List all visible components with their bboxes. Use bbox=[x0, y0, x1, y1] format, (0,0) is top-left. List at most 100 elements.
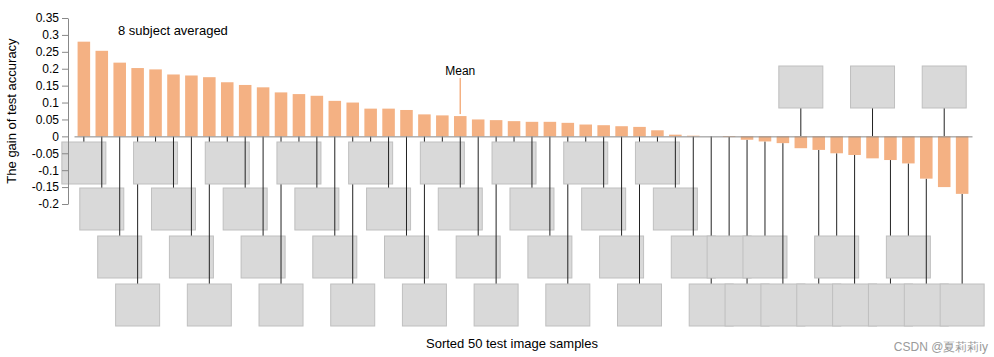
bar bbox=[920, 136, 933, 178]
bar bbox=[795, 136, 808, 148]
bar bbox=[167, 74, 180, 136]
bar bbox=[382, 109, 395, 137]
leader-line bbox=[316, 136, 317, 188]
y-tick: 0.2 bbox=[42, 62, 68, 76]
y-tick-mark bbox=[62, 18, 68, 19]
leader-line bbox=[191, 136, 192, 236]
leader-line bbox=[782, 143, 783, 284]
thumbnail bbox=[474, 284, 518, 326]
thumbnail bbox=[743, 236, 787, 278]
bar bbox=[113, 63, 126, 137]
bar bbox=[579, 125, 592, 137]
y-tick: -0.2 bbox=[38, 197, 68, 211]
thumbnails bbox=[62, 66, 984, 326]
bar bbox=[275, 92, 288, 136]
y-tick-mark bbox=[62, 86, 68, 87]
thumbnail bbox=[510, 188, 554, 230]
y-axis-line bbox=[68, 19, 69, 205]
y-tick: -0.1 bbox=[38, 164, 68, 178]
thumbnail bbox=[779, 66, 823, 108]
leader-line bbox=[263, 136, 264, 236]
bar bbox=[311, 96, 324, 137]
bar bbox=[400, 110, 413, 136]
x-axis bbox=[75, 136, 973, 138]
y-tick-label: 0.35 bbox=[36, 11, 60, 25]
leader-line bbox=[908, 163, 909, 236]
chart: -0.2 -0.15 -0.1 -0.05 0 0.05 0.1 0.15 0.2 0.25 0.3… bbox=[0, 0, 994, 357]
leader-line bbox=[119, 136, 120, 236]
thumbnail bbox=[851, 66, 895, 108]
thumbnail bbox=[331, 284, 375, 326]
bar bbox=[597, 125, 610, 136]
watermark: CSDN @夏莉莉iy bbox=[894, 340, 988, 354]
y-tick: 0.15 bbox=[36, 79, 68, 93]
y-axis: -0.2 -0.15 -0.1 -0.05 0 0.05 0.1 0.15 0.2 0.25 0.3… bbox=[32, 11, 69, 211]
leader-line bbox=[764, 141, 765, 236]
y-tick: 0 bbox=[52, 130, 68, 144]
mean-label: Mean bbox=[445, 64, 475, 78]
leader-line bbox=[944, 108, 945, 136]
thumbnail bbox=[582, 188, 626, 230]
bar bbox=[131, 68, 144, 136]
leader-line bbox=[478, 136, 479, 236]
leader-line bbox=[101, 136, 102, 188]
thumbnail bbox=[151, 188, 195, 230]
leader-line bbox=[872, 108, 873, 136]
thumbnail bbox=[384, 236, 428, 278]
y-tick-mark bbox=[62, 136, 68, 137]
leader-line bbox=[388, 136, 389, 188]
bar bbox=[866, 136, 879, 158]
bar bbox=[938, 136, 951, 187]
y-tick-label: -0.1 bbox=[38, 164, 59, 178]
thumbnail bbox=[169, 236, 213, 278]
thumbnail bbox=[564, 142, 608, 184]
bar bbox=[454, 116, 467, 136]
bar bbox=[203, 77, 216, 136]
leader-line bbox=[693, 136, 694, 236]
y-tick: 0.25 bbox=[36, 45, 68, 59]
bar bbox=[526, 122, 539, 137]
thumbnail bbox=[420, 142, 464, 184]
leader-line bbox=[245, 136, 246, 188]
bar bbox=[812, 136, 825, 150]
thumbnail bbox=[815, 236, 859, 278]
bar bbox=[562, 123, 575, 137]
bar bbox=[96, 51, 109, 137]
y-tick: 0.05 bbox=[36, 113, 68, 127]
thumbnail bbox=[456, 236, 500, 278]
thumbnail bbox=[635, 142, 679, 184]
thumbnail bbox=[618, 284, 662, 326]
leader-line bbox=[962, 194, 963, 284]
bar bbox=[956, 136, 969, 193]
x-axis-title: Sorted 50 test image samples bbox=[426, 336, 598, 351]
thumbnail bbox=[653, 188, 697, 230]
leader-line bbox=[800, 108, 801, 136]
bar bbox=[615, 126, 628, 136]
leader-line bbox=[173, 136, 174, 188]
y-tick-mark bbox=[62, 119, 68, 120]
bar bbox=[149, 69, 162, 136]
y-tick: -0.15 bbox=[32, 180, 68, 194]
bar bbox=[185, 75, 198, 136]
y-tick-label: 0.25 bbox=[36, 45, 60, 59]
thumbnail bbox=[223, 188, 267, 230]
thumbnail bbox=[886, 236, 930, 278]
thumbnail bbox=[80, 188, 124, 230]
y-tick-mark bbox=[62, 187, 68, 188]
thumbnail bbox=[98, 236, 142, 278]
leader-line bbox=[621, 136, 622, 236]
y-tick-mark bbox=[62, 153, 68, 154]
bar bbox=[490, 120, 503, 136]
y-tick-label: 0.3 bbox=[42, 28, 59, 42]
y-tick-label: 0 bbox=[52, 130, 59, 144]
bar bbox=[830, 136, 843, 153]
y-tick: 0.35 bbox=[36, 11, 68, 25]
y-tick-mark bbox=[62, 170, 68, 171]
thumbnail bbox=[313, 236, 357, 278]
leader-line bbox=[926, 179, 927, 284]
y-tick: 0.1 bbox=[42, 96, 68, 110]
bar bbox=[902, 136, 915, 163]
thumbnail bbox=[922, 66, 966, 108]
y-tick: -0.05 bbox=[32, 147, 68, 161]
x-axis-line bbox=[75, 136, 973, 137]
